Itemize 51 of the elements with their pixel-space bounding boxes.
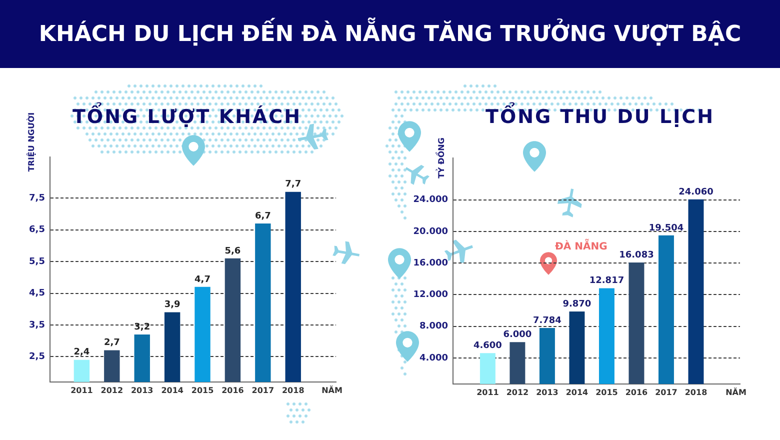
x-axis-title: NĂM xyxy=(726,387,746,398)
data-label: 24.060 xyxy=(678,187,714,198)
x-tick-label: 2017 xyxy=(655,388,678,397)
x-tick-label: 2012 xyxy=(100,386,124,395)
data-label: 16.083 xyxy=(619,250,654,260)
y-tick-label: 16.000 xyxy=(413,258,448,268)
y-tick-label: 12.000 xyxy=(413,290,448,300)
y-tick-label: 8.000 xyxy=(420,322,448,332)
data-label: 2,4 xyxy=(74,348,90,358)
x-tick-label: 2018 xyxy=(282,386,305,395)
data-label: 6.000 xyxy=(503,330,532,340)
data-label: 5,6 xyxy=(224,246,241,256)
y-tick-label: 7,5 xyxy=(29,194,45,204)
y-tick-label: 3,5 xyxy=(29,320,45,330)
data-label: 7.784 xyxy=(532,316,562,326)
y-tick-label: 2,5 xyxy=(29,352,45,362)
data-label: 12.817 xyxy=(589,276,624,286)
x-tick-label: 2012 xyxy=(506,388,529,397)
data-label: 3,9 xyxy=(164,300,180,310)
data-label: 4.600 xyxy=(473,341,502,352)
x-tick-label: 2016 xyxy=(222,386,244,395)
x-axis-title: NĂM xyxy=(322,385,342,396)
x-tick-label: 2016 xyxy=(625,388,648,397)
x-tick-label: 2018 xyxy=(684,388,708,397)
y-tick-label: 20.000 xyxy=(413,226,448,237)
data-label: 2,7 xyxy=(104,338,120,348)
chart-title: TỔNG THU DU LỊCH xyxy=(486,104,714,130)
x-tick-label: 2011 xyxy=(476,388,500,397)
data-label: 4,7 xyxy=(194,274,210,285)
y-tick-label: 4.000 xyxy=(420,353,448,364)
y-tick-label: 24.000 xyxy=(413,195,448,206)
data-label: 9.870 xyxy=(562,299,592,310)
x-tick-label: 2017 xyxy=(252,386,274,395)
y-tick-label: 5,5 xyxy=(29,256,45,267)
x-tick-label: 2014 xyxy=(161,386,184,395)
data-label: 3,2 xyxy=(134,322,150,332)
data-label: 7,7 xyxy=(285,180,302,190)
x-tick-label: 2013 xyxy=(536,388,558,397)
x-tick-label: 2013 xyxy=(130,386,154,395)
annotation: ĐÀ NẴNG xyxy=(555,238,608,253)
x-tick-label: 2015 xyxy=(191,386,214,395)
y-tick-label: 4,5 xyxy=(29,288,45,299)
y-axis-title: TRIỆU NGƯỜI xyxy=(26,112,36,172)
data-label: 6,7 xyxy=(254,211,271,222)
data-label: 19.504 xyxy=(648,223,684,234)
y-tick-label: 6,5 xyxy=(29,225,45,236)
x-tick-label: 2011 xyxy=(70,386,94,395)
x-tick-label: 2015 xyxy=(596,388,618,397)
x-tick-label: 2014 xyxy=(566,388,589,397)
chart-title: TỔNG LƯỢT KHÁCH xyxy=(72,104,302,130)
y-axis-title: TỶ ĐỒNG xyxy=(435,138,446,178)
